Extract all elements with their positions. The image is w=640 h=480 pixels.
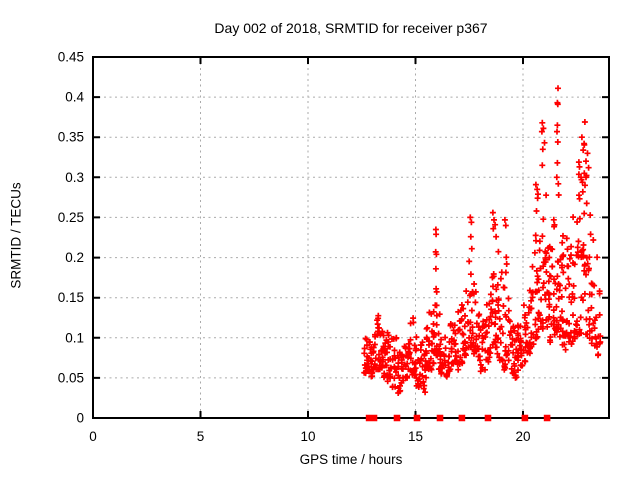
y-tick-label: 0.25 (58, 210, 84, 225)
y-tick-label: 0.3 (65, 170, 84, 185)
axis-ticks (92, 56, 609, 419)
grid-lines (93, 57, 609, 418)
chart-title: Day 002 of 2018, SRMTID for receiver p36… (214, 20, 488, 36)
y-tick-label: 0.35 (58, 130, 84, 145)
y-tick-label: 0.45 (58, 50, 84, 65)
x-tick-label: 0 (89, 429, 97, 444)
x-tick-label: 15 (408, 429, 423, 444)
y-tick-label: 0.1 (65, 330, 84, 345)
scatter-plus-markers (361, 85, 604, 396)
x-tick-label: 10 (300, 429, 315, 444)
x-tick-label: 5 (197, 429, 205, 444)
zero-line-square-markers (365, 414, 551, 422)
y-tick-label: 0.15 (58, 290, 84, 305)
y-tick-label: 0.2 (65, 250, 84, 265)
y-tick-label: 0.4 (65, 90, 84, 105)
y-tick-label: 0.05 (58, 370, 84, 385)
y-axis-label: SRMTID / TECUs (8, 182, 24, 289)
x-tick-label: 20 (515, 429, 530, 444)
x-axis-label: GPS time / hours (299, 452, 403, 467)
y-tick-label: 0 (76, 411, 84, 426)
plot-border (92, 56, 610, 419)
